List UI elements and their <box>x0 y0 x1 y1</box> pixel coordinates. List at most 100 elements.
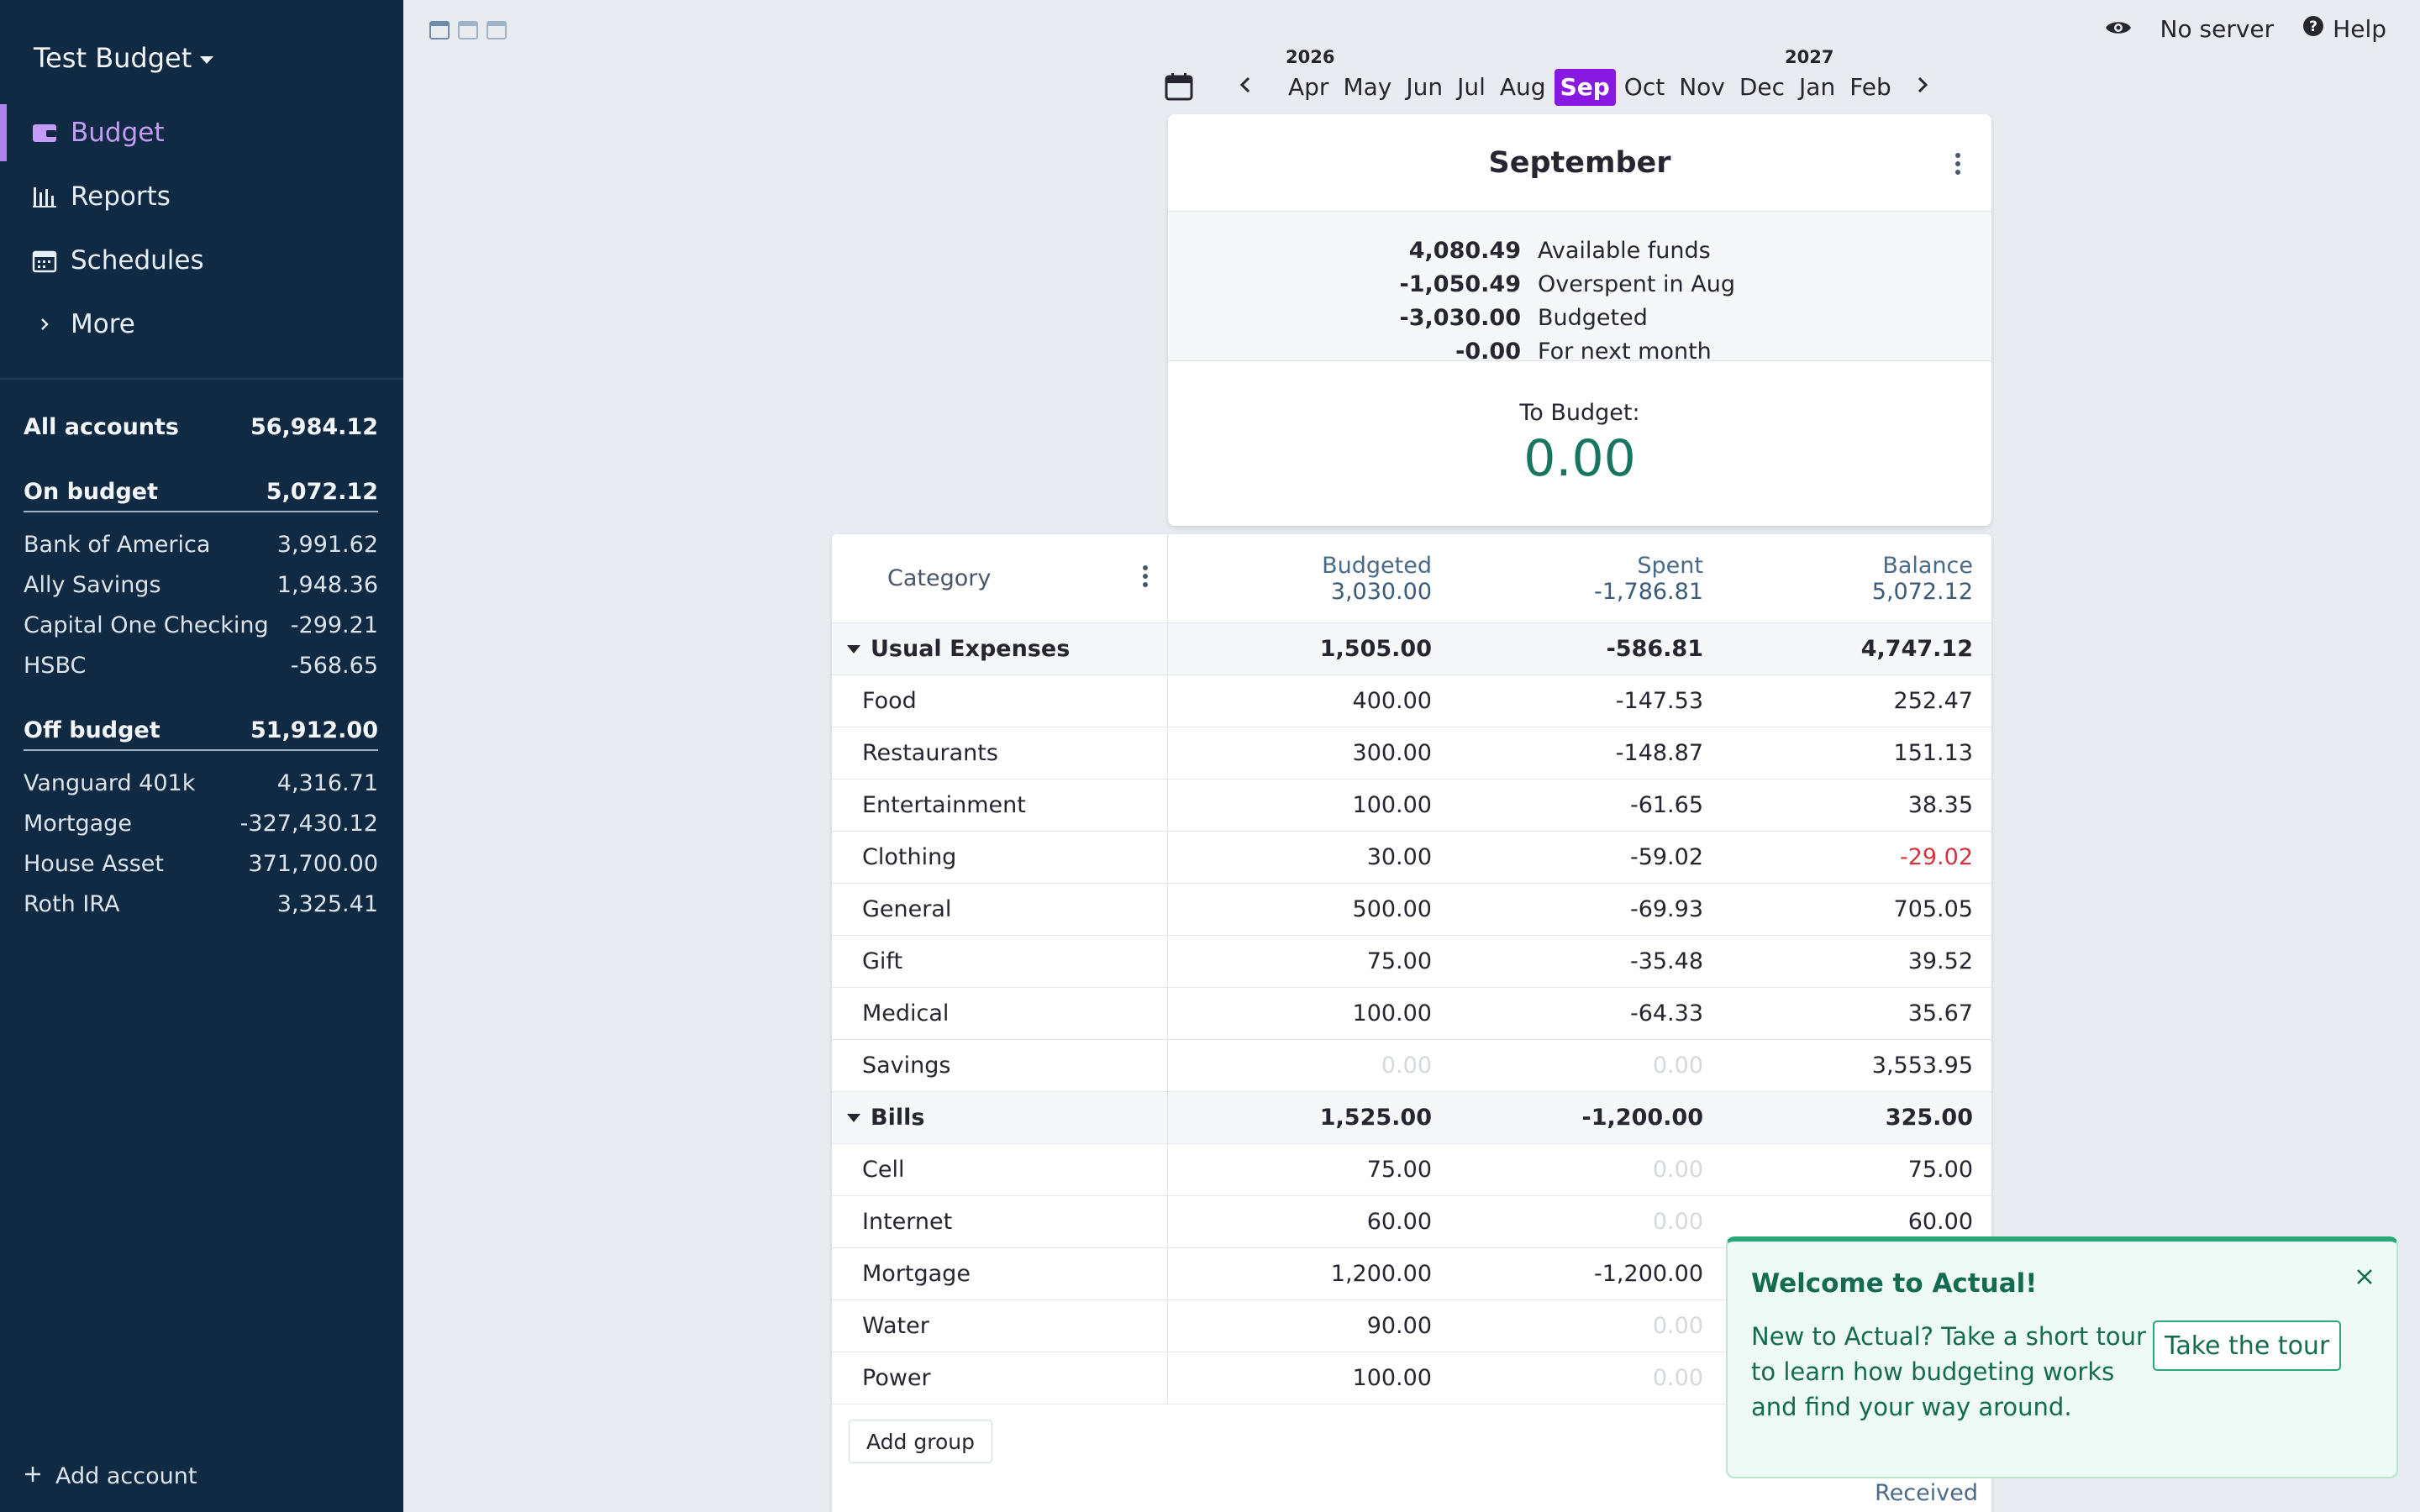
server-status[interactable]: No server <box>2160 15 2275 43</box>
category-name[interactable]: Restaurants <box>832 727 1168 779</box>
budgeted-cell[interactable]: 90.00 <box>1366 1313 1432 1339</box>
category-row[interactable]: Gift 75.00 -35.48 39.52 <box>832 936 1991 988</box>
budgeted-cell[interactable]: 300.00 <box>1352 740 1432 766</box>
balance-cell[interactable]: 38.35 <box>1907 792 1973 818</box>
category-row[interactable]: General 500.00 -69.93 705.05 <box>832 884 1991 936</box>
spent-cell[interactable]: -69.93 <box>1629 896 1703 922</box>
budgeted-cell[interactable]: 500.00 <box>1352 896 1432 922</box>
category-row[interactable]: Savings 0.00 0.00 3,553.95 <box>832 1040 1991 1092</box>
spent-cell[interactable]: 0.00 <box>1652 1365 1703 1391</box>
spent-cell[interactable]: -61.65 <box>1629 792 1703 818</box>
category-row[interactable]: Food 400.00 -147.53 252.47 <box>832 675 1991 727</box>
budgeted-cell[interactable]: 75.00 <box>1366 948 1432 974</box>
month-jun[interactable]: Jun <box>1406 73 1444 101</box>
category-row[interactable]: Restaurants 300.00 -148.87 151.13 <box>832 727 1991 780</box>
group-row[interactable]: Bills 1,525.00 -1,200.00 325.00 <box>832 1092 1991 1144</box>
account-item[interactable]: Ally Savings 1,948.36 <box>24 564 378 605</box>
nav-item-schedules[interactable]: Schedules <box>0 228 403 292</box>
close-icon[interactable] <box>2354 1267 2375 1290</box>
account-item[interactable]: Vanguard 401k 4,316.71 <box>24 763 378 803</box>
account-item[interactable]: Capital One Checking -299.21 <box>24 605 378 645</box>
budgeted-cell[interactable]: 400.00 <box>1352 688 1432 714</box>
chevron-right-icon[interactable] <box>1912 71 1933 104</box>
nav-item-reports[interactable]: Reports <box>0 165 403 228</box>
balance-cell[interactable]: 35.67 <box>1907 1000 1973 1026</box>
collapse-icon[interactable] <box>847 644 860 654</box>
add-account-button[interactable]: Add account <box>24 1463 197 1489</box>
account-item[interactable]: Mortgage -327,430.12 <box>24 803 378 843</box>
category-row[interactable]: Water 90.00 0.00 <box>832 1300 1991 1352</box>
spent-cell[interactable]: -59.02 <box>1629 844 1703 870</box>
spent-cell[interactable]: 0.00 <box>1652 1053 1703 1079</box>
category-row[interactable]: Mortgage 1,200.00 -1,200.00 <box>832 1248 1991 1300</box>
eye-icon[interactable] <box>2105 15 2132 43</box>
calendar-icon[interactable] <box>457 18 479 44</box>
budgeted-cell[interactable]: 75.00 <box>1366 1157 1432 1183</box>
to-budget-amount[interactable]: 0.00 <box>1523 429 1636 488</box>
help-button[interactable]: ? Help <box>2302 15 2386 43</box>
category-name[interactable]: Food <box>832 675 1168 727</box>
month-dec[interactable]: Dec <box>1739 73 1786 101</box>
balance-cell[interactable]: 151.13 <box>1893 740 1973 766</box>
month-oct[interactable]: Oct <box>1623 73 1665 101</box>
category-name[interactable]: Power <box>832 1352 1168 1404</box>
balance-cell[interactable]: 252.47 <box>1893 688 1973 714</box>
category-name[interactable]: Clothing <box>832 832 1168 883</box>
month-nov[interactable]: Nov <box>1679 73 1725 101</box>
budgeted-cell[interactable]: 1,200.00 <box>1330 1261 1432 1287</box>
account-all[interactable]: All accounts 56,984.12 <box>24 407 378 447</box>
category-row[interactable]: Clothing 30.00 -59.02 -29.02 <box>832 832 1991 884</box>
month-feb[interactable]: Feb <box>1849 73 1891 101</box>
category-name[interactable]: Gift <box>832 936 1168 987</box>
more-vertical-icon[interactable] <box>1142 564 1149 594</box>
balance-cell[interactable]: 75.00 <box>1907 1157 1973 1183</box>
calendar-icon[interactable] <box>429 18 450 44</box>
spent-cell[interactable]: 0.00 <box>1652 1313 1703 1339</box>
group-row[interactable]: Usual Expenses 1,505.00 -586.81 4,747.12 <box>832 623 1991 675</box>
balance-cell[interactable]: 705.05 <box>1893 896 1973 922</box>
category-row[interactable]: Entertainment 100.00 -61.65 38.35 <box>832 780 1991 832</box>
group-name-cell[interactable]: Usual Expenses <box>832 623 1168 675</box>
category-name[interactable]: Savings <box>832 1040 1168 1091</box>
calendar-icon[interactable] <box>486 18 508 44</box>
category-row[interactable]: Medical 100.00 -64.33 35.67 <box>832 988 1991 1040</box>
category-name[interactable]: Cell <box>832 1144 1168 1195</box>
category-name[interactable]: Mortgage <box>832 1248 1168 1299</box>
month-apr[interactable]: Apr <box>1288 73 1329 101</box>
account-item[interactable]: Roth IRA 3,325.41 <box>24 884 378 924</box>
category-name[interactable]: General <box>832 884 1168 935</box>
balance-cell[interactable]: 3,553.95 <box>1871 1053 1973 1079</box>
account-item[interactable]: HSBC -568.65 <box>24 645 378 685</box>
add-group-button[interactable]: Add group <box>849 1420 992 1463</box>
balance-cell[interactable]: -29.02 <box>1899 844 1973 870</box>
chevron-left-icon[interactable] <box>1235 71 1255 104</box>
month-aug[interactable]: Aug <box>1499 73 1546 101</box>
balance-cell[interactable]: 60.00 <box>1907 1209 1973 1235</box>
budget-switcher[interactable]: Test Budget <box>34 42 214 74</box>
account-item[interactable]: House Asset 371,700.00 <box>24 843 378 884</box>
spent-cell[interactable]: -64.33 <box>1629 1000 1703 1026</box>
spent-cell[interactable]: -35.48 <box>1629 948 1703 974</box>
month-may[interactable]: May <box>1343 73 1392 101</box>
category-row[interactable]: Power 100.00 0.00 <box>832 1352 1991 1404</box>
more-vertical-icon[interactable] <box>1954 150 1961 183</box>
group-name-cell[interactable]: Bills <box>832 1092 1168 1143</box>
category-name[interactable]: Internet <box>832 1196 1168 1247</box>
budgeted-cell[interactable]: 100.00 <box>1352 1365 1432 1391</box>
budgeted-cell[interactable]: 100.00 <box>1352 1000 1432 1026</box>
category-name[interactable]: Water <box>832 1300 1168 1352</box>
collapse-icon[interactable] <box>847 1113 860 1122</box>
nav-item-more[interactable]: More <box>0 292 403 356</box>
category-name[interactable]: Entertainment <box>832 780 1168 831</box>
budgeted-cell[interactable]: 60.00 <box>1366 1209 1432 1235</box>
category-row[interactable]: Cell 75.00 0.00 75.00 <box>832 1144 1991 1196</box>
spent-cell[interactable]: 0.00 <box>1652 1157 1703 1183</box>
budgeted-cell[interactable]: 0.00 <box>1381 1053 1432 1079</box>
spent-cell[interactable]: -1,200.00 <box>1594 1261 1703 1287</box>
spent-cell[interactable]: -147.53 <box>1615 688 1703 714</box>
category-row[interactable]: Internet 60.00 0.00 60.00 <box>832 1196 1991 1248</box>
month-jan[interactable]: Jan <box>1799 73 1836 101</box>
spent-cell[interactable]: -148.87 <box>1615 740 1703 766</box>
balance-cell[interactable]: 39.52 <box>1907 948 1973 974</box>
month-jul[interactable]: Jul <box>1457 73 1486 101</box>
